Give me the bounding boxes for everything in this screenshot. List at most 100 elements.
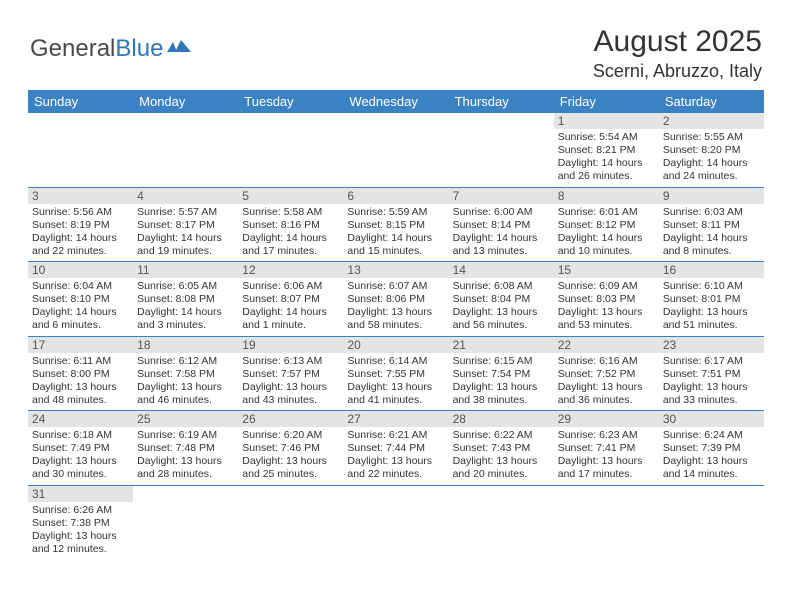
month-title: August 2025 — [593, 25, 762, 59]
day-header: Sunday — [28, 90, 133, 113]
day-number: 5 — [238, 188, 343, 204]
day-number: 15 — [554, 262, 659, 278]
day-details: Sunrise: 6:20 AMSunset: 7:46 PMDaylight:… — [238, 427, 343, 485]
day-number: 4 — [133, 188, 238, 204]
day-number: 12 — [238, 262, 343, 278]
day-number: 1 — [554, 113, 659, 129]
day-details: Sunrise: 6:03 AMSunset: 8:11 PMDaylight:… — [659, 204, 764, 262]
calendar-cell: 5Sunrise: 5:58 AMSunset: 8:16 PMDaylight… — [238, 187, 343, 262]
day-details: Sunrise: 5:57 AMSunset: 8:17 PMDaylight:… — [133, 204, 238, 262]
calendar-cell — [659, 485, 764, 559]
day-number: 18 — [133, 337, 238, 353]
day-details: Sunrise: 6:01 AMSunset: 8:12 PMDaylight:… — [554, 204, 659, 262]
day-number: 24 — [28, 411, 133, 427]
day-header: Saturday — [659, 90, 764, 113]
calendar-cell: 1Sunrise: 5:54 AMSunset: 8:21 PMDaylight… — [554, 113, 659, 187]
day-details: Sunrise: 6:26 AMSunset: 7:38 PMDaylight:… — [28, 502, 133, 560]
calendar-cell: 12Sunrise: 6:06 AMSunset: 8:07 PMDayligh… — [238, 262, 343, 337]
calendar-cell: 31Sunrise: 6:26 AMSunset: 7:38 PMDayligh… — [28, 485, 133, 559]
day-number: 21 — [449, 337, 554, 353]
day-number: 9 — [659, 188, 764, 204]
day-number: 14 — [449, 262, 554, 278]
day-header-row: SundayMondayTuesdayWednesdayThursdayFrid… — [28, 90, 764, 113]
day-details: Sunrise: 6:21 AMSunset: 7:44 PMDaylight:… — [343, 427, 448, 485]
calendar-cell: 3Sunrise: 5:56 AMSunset: 8:19 PMDaylight… — [28, 187, 133, 262]
day-number: 27 — [343, 411, 448, 427]
calendar-cell: 15Sunrise: 6:09 AMSunset: 8:03 PMDayligh… — [554, 262, 659, 337]
day-details: Sunrise: 5:59 AMSunset: 8:15 PMDaylight:… — [343, 204, 448, 262]
day-number — [238, 486, 343, 488]
calendar-cell: 7Sunrise: 6:00 AMSunset: 8:14 PMDaylight… — [449, 187, 554, 262]
calendar-cell — [343, 113, 448, 187]
day-details: Sunrise: 6:06 AMSunset: 8:07 PMDaylight:… — [238, 278, 343, 336]
day-details: Sunrise: 6:10 AMSunset: 8:01 PMDaylight:… — [659, 278, 764, 336]
day-details: Sunrise: 6:08 AMSunset: 8:04 PMDaylight:… — [449, 278, 554, 336]
calendar-cell: 28Sunrise: 6:22 AMSunset: 7:43 PMDayligh… — [449, 411, 554, 486]
day-number: 2 — [659, 113, 764, 129]
calendar-cell: 26Sunrise: 6:20 AMSunset: 7:46 PMDayligh… — [238, 411, 343, 486]
calendar-cell — [449, 485, 554, 559]
day-number: 22 — [554, 337, 659, 353]
calendar-cell — [238, 113, 343, 187]
day-number — [554, 486, 659, 488]
day-header: Tuesday — [238, 90, 343, 113]
calendar-cell: 8Sunrise: 6:01 AMSunset: 8:12 PMDaylight… — [554, 187, 659, 262]
calendar-cell — [133, 485, 238, 559]
calendar-cell: 4Sunrise: 5:57 AMSunset: 8:17 PMDaylight… — [133, 187, 238, 262]
day-number: 6 — [343, 188, 448, 204]
calendar-cell: 20Sunrise: 6:14 AMSunset: 7:55 PMDayligh… — [343, 336, 448, 411]
calendar-cell: 25Sunrise: 6:19 AMSunset: 7:48 PMDayligh… — [133, 411, 238, 486]
day-details: Sunrise: 6:12 AMSunset: 7:58 PMDaylight:… — [133, 353, 238, 411]
calendar-cell: 22Sunrise: 6:16 AMSunset: 7:52 PMDayligh… — [554, 336, 659, 411]
calendar-cell — [238, 485, 343, 559]
calendar-week: 1Sunrise: 5:54 AMSunset: 8:21 PMDaylight… — [28, 113, 764, 187]
calendar-cell: 24Sunrise: 6:18 AMSunset: 7:49 PMDayligh… — [28, 411, 133, 486]
page-header: GeneralBlue August 2025 Scerni, Abruzzo,… — [0, 0, 792, 90]
calendar-week: 17Sunrise: 6:11 AMSunset: 8:00 PMDayligh… — [28, 336, 764, 411]
brand-part2: Blue — [115, 35, 163, 63]
calendar-cell: 23Sunrise: 6:17 AMSunset: 7:51 PMDayligh… — [659, 336, 764, 411]
calendar-cell: 2Sunrise: 5:55 AMSunset: 8:20 PMDaylight… — [659, 113, 764, 187]
day-number: 7 — [449, 188, 554, 204]
brand-part1: General — [30, 35, 115, 63]
day-details: Sunrise: 5:54 AMSunset: 8:21 PMDaylight:… — [554, 129, 659, 187]
day-number — [343, 113, 448, 115]
calendar-cell: 16Sunrise: 6:10 AMSunset: 8:01 PMDayligh… — [659, 262, 764, 337]
calendar-cell: 27Sunrise: 6:21 AMSunset: 7:44 PMDayligh… — [343, 411, 448, 486]
day-details: Sunrise: 6:13 AMSunset: 7:57 PMDaylight:… — [238, 353, 343, 411]
calendar-week: 31Sunrise: 6:26 AMSunset: 7:38 PMDayligh… — [28, 485, 764, 559]
calendar-cell: 18Sunrise: 6:12 AMSunset: 7:58 PMDayligh… — [133, 336, 238, 411]
day-details: Sunrise: 6:19 AMSunset: 7:48 PMDaylight:… — [133, 427, 238, 485]
calendar-cell — [449, 113, 554, 187]
day-details: Sunrise: 6:00 AMSunset: 8:14 PMDaylight:… — [449, 204, 554, 262]
day-number: 3 — [28, 188, 133, 204]
day-number: 11 — [133, 262, 238, 278]
day-number: 25 — [133, 411, 238, 427]
title-block: August 2025 Scerni, Abruzzo, Italy — [593, 25, 762, 82]
day-number — [133, 486, 238, 488]
calendar-cell: 11Sunrise: 6:05 AMSunset: 8:08 PMDayligh… — [133, 262, 238, 337]
calendar-cell: 17Sunrise: 6:11 AMSunset: 8:00 PMDayligh… — [28, 336, 133, 411]
day-details: Sunrise: 6:14 AMSunset: 7:55 PMDaylight:… — [343, 353, 448, 411]
calendar-cell: 21Sunrise: 6:15 AMSunset: 7:54 PMDayligh… — [449, 336, 554, 411]
day-details: Sunrise: 6:23 AMSunset: 7:41 PMDaylight:… — [554, 427, 659, 485]
day-number: 10 — [28, 262, 133, 278]
day-details: Sunrise: 6:16 AMSunset: 7:52 PMDaylight:… — [554, 353, 659, 411]
brand-logo: GeneralBlue — [30, 25, 193, 63]
day-number: 23 — [659, 337, 764, 353]
day-number: 13 — [343, 262, 448, 278]
calendar-week: 3Sunrise: 5:56 AMSunset: 8:19 PMDaylight… — [28, 187, 764, 262]
day-details: Sunrise: 6:07 AMSunset: 8:06 PMDaylight:… — [343, 278, 448, 336]
calendar-cell: 10Sunrise: 6:04 AMSunset: 8:10 PMDayligh… — [28, 262, 133, 337]
day-details: Sunrise: 6:22 AMSunset: 7:43 PMDaylight:… — [449, 427, 554, 485]
day-details: Sunrise: 6:09 AMSunset: 8:03 PMDaylight:… — [554, 278, 659, 336]
calendar-cell: 29Sunrise: 6:23 AMSunset: 7:41 PMDayligh… — [554, 411, 659, 486]
day-number — [449, 486, 554, 488]
day-number — [449, 113, 554, 115]
calendar-cell: 19Sunrise: 6:13 AMSunset: 7:57 PMDayligh… — [238, 336, 343, 411]
calendar-cell: 30Sunrise: 6:24 AMSunset: 7:39 PMDayligh… — [659, 411, 764, 486]
day-number: 19 — [238, 337, 343, 353]
day-details: Sunrise: 5:55 AMSunset: 8:20 PMDaylight:… — [659, 129, 764, 187]
calendar-table: SundayMondayTuesdayWednesdayThursdayFrid… — [28, 90, 764, 559]
day-details: Sunrise: 6:24 AMSunset: 7:39 PMDaylight:… — [659, 427, 764, 485]
